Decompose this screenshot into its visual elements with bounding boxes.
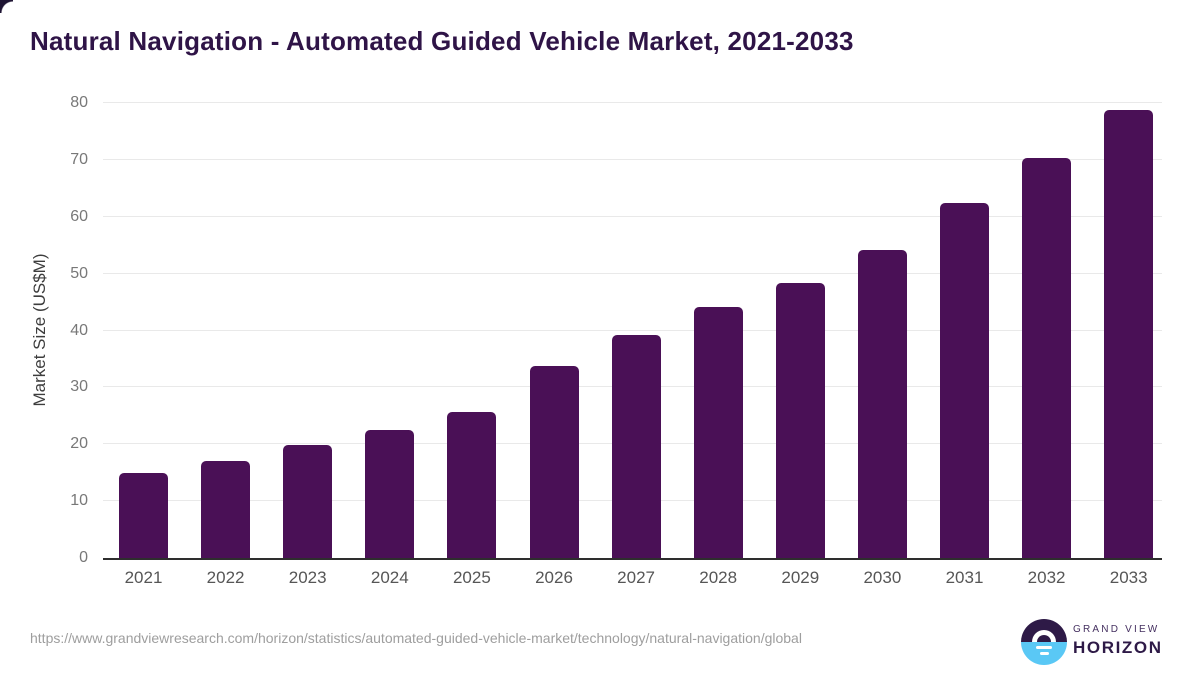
x-tick-label: 2023: [288, 568, 327, 587]
x-tick-label: 2022: [206, 568, 245, 587]
window-corner-artifact: [0, 0, 13, 13]
plot-area: [103, 102, 1162, 560]
logo-text-grand-view: GRAND VIEW: [1073, 624, 1160, 635]
bar-2022: [201, 460, 251, 558]
gridline: [103, 102, 1162, 103]
bar-2031: [940, 203, 989, 558]
bar-2025: [447, 412, 497, 558]
x-tick-label: 2021: [124, 568, 163, 587]
x-tick-label: 2032: [1027, 568, 1066, 587]
y-tick-label: 30: [70, 378, 88, 396]
bar-2023: [283, 445, 333, 558]
gridline: [103, 329, 1162, 331]
y-tick-label: 40: [70, 321, 88, 339]
bar-2033: [1104, 110, 1154, 558]
bar-2021: [119, 472, 168, 558]
y-tick-label: 80: [70, 94, 88, 111]
x-tick-label: 2025: [452, 568, 491, 587]
page-title: Natural Navigation - Automated Guided Ve…: [30, 26, 854, 56]
horizon-sunrise-icon: [1021, 619, 1067, 665]
gridline: [103, 158, 1162, 160]
gridline: [103, 272, 1162, 274]
wave-line: [1039, 651, 1049, 655]
y-tick-label: 0: [79, 549, 88, 566]
bar-2029: [775, 283, 825, 558]
y-tick-label: 70: [70, 150, 88, 168]
wave-line: [1036, 645, 1052, 649]
x-tick-label: 2029: [781, 568, 820, 587]
x-tick-label: 2031: [945, 568, 984, 587]
bar-2026: [529, 366, 579, 558]
y-tick-label: 20: [70, 435, 88, 453]
x-tick-label: 2027: [617, 568, 655, 587]
bar-2028: [693, 306, 743, 558]
sunrise-arch: [1032, 630, 1056, 642]
x-tick-label: 2033: [1109, 568, 1148, 587]
x-tick-label: 2024: [370, 568, 409, 587]
logo-text: GRAND VIEW HORIZON: [1073, 624, 1163, 658]
y-tick-label: 50: [70, 264, 88, 282]
bar-2024: [365, 430, 415, 558]
y-tick-label: 60: [70, 207, 88, 225]
gridline: [103, 215, 1162, 217]
bar-2027: [611, 335, 661, 558]
bar-2030: [857, 249, 907, 558]
bar-2032: [1022, 158, 1072, 558]
logo-text-horizon: HORIZON: [1073, 638, 1163, 657]
y-tick-label: 10: [70, 492, 88, 510]
x-tick-label: 2028: [699, 568, 738, 587]
x-tick-label: 2026: [535, 568, 573, 587]
source-url: https://www.grandviewresearch.com/horizo…: [30, 630, 802, 646]
x-tick-label: 2030: [863, 568, 902, 587]
grand-view-horizon-logo: GRAND VIEW HORIZON: [1021, 619, 1171, 665]
